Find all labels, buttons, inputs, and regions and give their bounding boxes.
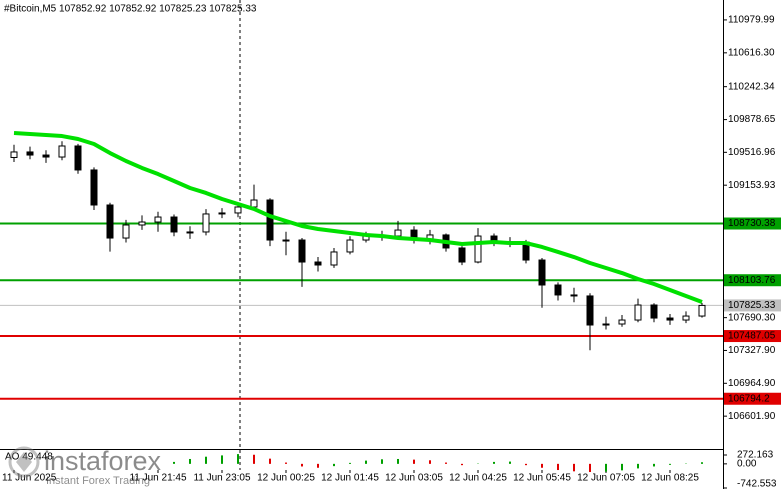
candle-body <box>298 239 306 263</box>
level-label-box <box>724 330 781 343</box>
candle-body <box>170 216 178 233</box>
level-label: 106794.2 <box>728 393 770 404</box>
candle-body <box>570 294 578 297</box>
last-price-label: 107825.33 <box>728 300 776 311</box>
y-tick-label: 107690.30 <box>728 312 776 323</box>
candle-body <box>458 247 466 263</box>
y2-tick-label: -742.553 <box>737 479 777 489</box>
y2-tick-label: 0.00 <box>737 458 757 469</box>
y-tick-label: 109153.93 <box>728 180 776 191</box>
y2-tick-label: 272.163 <box>737 450 774 461</box>
candle-body <box>186 231 194 234</box>
candle-body <box>282 239 290 242</box>
chart-title: #Bitcoin,M5 107852.92 107852.92 107825.2… <box>4 4 257 15</box>
candle-body <box>698 304 706 317</box>
candle-body <box>554 284 562 296</box>
candle-body <box>330 251 338 266</box>
candle-body <box>474 235 482 263</box>
x-tick-label: 12 Jun 08:25 <box>641 473 699 484</box>
candle-body <box>42 154 50 158</box>
moving-average <box>13 131 703 304</box>
brand: instaforex <box>44 446 162 476</box>
candle-body <box>154 216 162 223</box>
level-label-box <box>724 217 781 230</box>
y-tick-label: 109516.96 <box>728 147 776 158</box>
y-tick-label: 107327.90 <box>728 345 776 356</box>
logo <box>8 446 40 478</box>
candle-body <box>346 239 354 253</box>
candle-body <box>650 304 658 319</box>
y-tick-label: 110242.34 <box>728 81 775 92</box>
y-tick-label: 110979.99 <box>728 15 775 26</box>
candle-body <box>106 204 114 239</box>
candle-body <box>314 261 322 266</box>
x-tick-label: 11 Jun 21:45 <box>129 473 187 484</box>
level-label: 108103.76 <box>728 275 776 286</box>
candle-body <box>122 224 130 239</box>
candle-body <box>394 229 402 237</box>
y-tick-label: 106601.90 <box>728 411 776 422</box>
candle-body <box>666 317 674 321</box>
candle-body <box>90 169 98 206</box>
x-tick-label: 12 Jun 00:25 <box>257 473 315 484</box>
marks: 110979.99 110616.30 110242.34 109878.65 1095… <box>0 15 781 489</box>
candle-body <box>138 221 146 226</box>
x-tick-label: 12 Jun 03:05 <box>385 473 443 484</box>
candle-body <box>618 319 626 325</box>
level-label-box <box>724 274 781 287</box>
candle-body <box>266 199 274 241</box>
tagline: Instant Forex Trading <box>46 475 150 487</box>
y-tick-label: 110616.30 <box>728 47 775 58</box>
candle-body <box>682 315 690 321</box>
candle-body <box>58 145 66 158</box>
level-label: 107487.05 <box>728 331 776 342</box>
level-label: 108730.38 <box>728 218 776 229</box>
candle-body <box>586 295 594 326</box>
ao-title: AO 49.448 <box>5 452 53 463</box>
x-tick-label: 12 Jun 05:45 <box>513 473 571 484</box>
x-tick-label: 12 Jun 07:05 <box>577 473 635 484</box>
candle-body <box>74 145 82 171</box>
candle-body <box>10 151 18 158</box>
candle-body <box>602 323 610 326</box>
x-tick-label: 11 Jun 23:05 <box>193 473 251 484</box>
x-tick-label: 11 Jun 2025 <box>2 473 57 484</box>
candle-body <box>234 206 242 214</box>
candle-body <box>634 304 642 321</box>
candle-body <box>250 199 258 208</box>
x-tick-label: 12 Jun 04:25 <box>449 473 507 484</box>
logo-mark <box>16 452 32 472</box>
watermark: instaforex Instant Forex Trading <box>8 446 162 487</box>
last-price-box <box>724 299 781 312</box>
candle-body <box>202 213 210 233</box>
candle-body <box>538 259 546 286</box>
y-tick-label: 109878.65 <box>728 114 776 125</box>
candle-body <box>218 212 226 215</box>
x-tick-label: 12 Jun 01:45 <box>321 473 379 484</box>
level-label-box <box>724 392 781 405</box>
candle-body <box>26 151 34 156</box>
y-tick-label: 106964.90 <box>728 378 776 389</box>
